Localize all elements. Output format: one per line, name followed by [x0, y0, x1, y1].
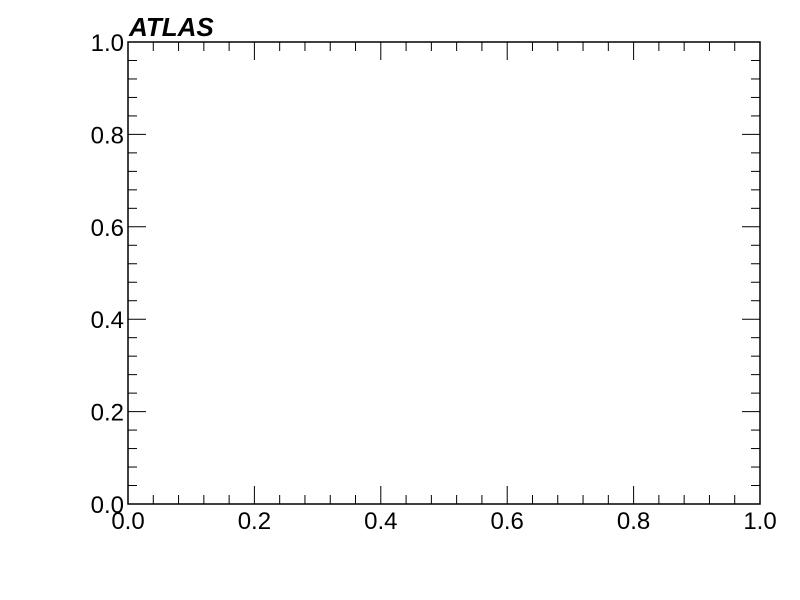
x-tick-label: 0.2 [238, 508, 271, 535]
y-tick-label: 1.0 [91, 30, 124, 57]
y-tick-label: 0.6 [91, 215, 124, 242]
chart-title: ATLAS [128, 12, 214, 42]
y-tick-label: 0.4 [91, 307, 124, 334]
y-tick-label: 0.8 [91, 122, 124, 149]
x-tick-label: 0.8 [617, 508, 650, 535]
y-axis-tick-labels: 0.0 0.2 0.4 0.6 0.8 1.0 [91, 30, 124, 519]
x-axis-tick-labels: 0.0 0.2 0.4 0.6 0.8 1.0 [111, 508, 776, 535]
y-tick-label: 0.2 [91, 400, 124, 427]
y-tick-label: 0.0 [91, 492, 124, 519]
x-tick-label: 0.4 [364, 508, 397, 535]
plot-frame [127, 41, 761, 505]
x-tick-label: 1.0 [743, 508, 776, 535]
axis-ticks [127, 41, 761, 505]
x-tick-label: 0.6 [491, 508, 524, 535]
x-tick-label: 0.0 [111, 508, 144, 535]
